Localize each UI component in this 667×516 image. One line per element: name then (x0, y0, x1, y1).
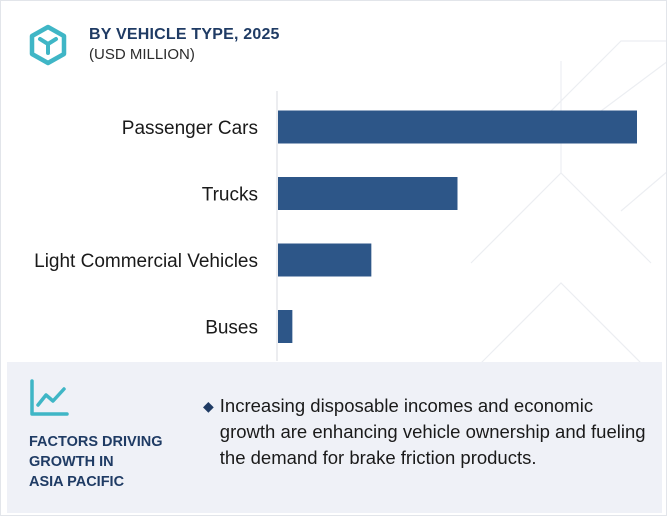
factor-bullet-text: Increasing disposable incomes and econom… (219, 395, 646, 468)
chart-subtitle: (USD MILLION) (89, 46, 195, 63)
category-label: Buses (205, 318, 258, 339)
chart-header: BY VEHICLE TYPE, 2025 (USD MILLION) (27, 19, 280, 71)
chart-title: BY VEHICLE TYPE, 2025 (89, 26, 280, 43)
diamond-bullet-icon: ◆ (203, 398, 214, 414)
category-label: Passenger Cars (122, 118, 258, 139)
bar-chart-svg: Passenger Cars Trucks Light Commercial Veh… (34, 91, 637, 361)
factors-title: FACTORS DRIVING GROWTH IN ASIA PACIFIC (29, 432, 199, 492)
factor-bullet: ◆ Increasing disposable incomes and econ… (203, 393, 653, 471)
bar-passenger-cars (278, 110, 637, 144)
bar-trucks (278, 177, 458, 210)
hexagon-cube-icon (29, 24, 67, 66)
bar-chart: Passenger Cars Trucks Light Commercial Veh… (1, 91, 666, 361)
factors-title-line: ASIA PACIFIC (29, 474, 125, 490)
factors-title-line: FACTORS DRIVING (29, 434, 163, 450)
category-label: Trucks (202, 185, 258, 206)
bar-group (278, 110, 637, 343)
bar-buses (278, 310, 293, 343)
category-label-group: Passenger Cars Trucks Light Commercial Veh… (34, 118, 258, 339)
bar-light-commercial-vehicles (278, 243, 372, 277)
trend-line-icon (30, 379, 69, 416)
category-label: Light Commercial Vehicles (34, 251, 258, 272)
factors-panel: FACTORS DRIVING GROWTH IN ASIA PACIFIC ◆… (7, 362, 662, 513)
factors-title-line: GROWTH IN (29, 454, 114, 470)
